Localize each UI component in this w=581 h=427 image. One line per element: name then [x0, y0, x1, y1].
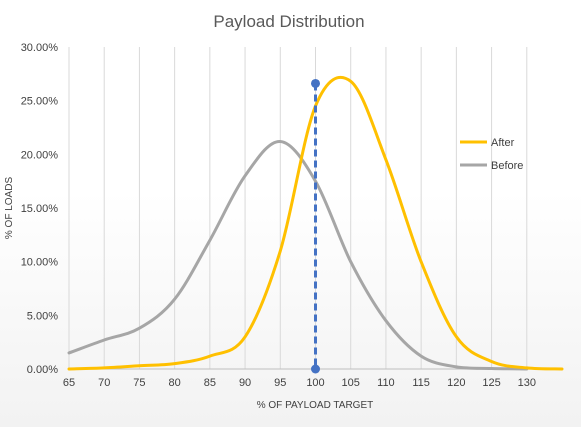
y-tick-label: 30.00% — [21, 42, 59, 54]
gridlines — [68, 47, 528, 369]
y-axis-title: % OF LOADS — [4, 177, 15, 240]
x-tick-label: 80 — [169, 377, 181, 389]
x-tick-label: 90 — [239, 377, 251, 389]
y-tick-label: 10.00% — [21, 257, 59, 269]
x-tick-label: 130 — [518, 377, 536, 389]
chart-title: Payload Distribution — [213, 12, 364, 31]
y-tick-label: 0.00% — [27, 364, 58, 376]
legend-label: Before — [491, 160, 523, 172]
x-tick-label: 120 — [447, 377, 465, 389]
y-tick-label: 25.00% — [21, 96, 59, 108]
x-axis-title: % OF PAYLOAD TARGET — [257, 400, 374, 411]
legend: After Before — [460, 137, 523, 172]
x-tick-label: 70 — [98, 377, 110, 389]
y-tick-label: 15.00% — [21, 203, 59, 215]
target-marker-top-point — [311, 78, 320, 88]
x-tick-label: 115 — [412, 377, 430, 389]
y-tick-label: 20.00% — [21, 149, 59, 161]
target-marker-bottom-point — [311, 364, 320, 374]
target-marker — [311, 78, 320, 374]
x-tick-label: 105 — [342, 377, 360, 389]
y-axis: 0.00% 5.00% 10.00% 15.00% 20.00% 25.00% 30.00% — [21, 42, 59, 376]
x-tick-label: 95 — [274, 377, 286, 389]
series-line-before — [67, 140, 529, 371]
y-tick-label: 5.00% — [27, 310, 58, 322]
x-tick-label: 125 — [482, 377, 500, 389]
x-tick-label: 100 — [306, 377, 324, 389]
x-tick-label: 65 — [63, 377, 75, 389]
x-tick-label: 110 — [377, 377, 395, 389]
x-tick-label: 75 — [133, 377, 145, 389]
x-tick-label: 85 — [204, 377, 216, 389]
legend-label: After — [491, 137, 515, 149]
